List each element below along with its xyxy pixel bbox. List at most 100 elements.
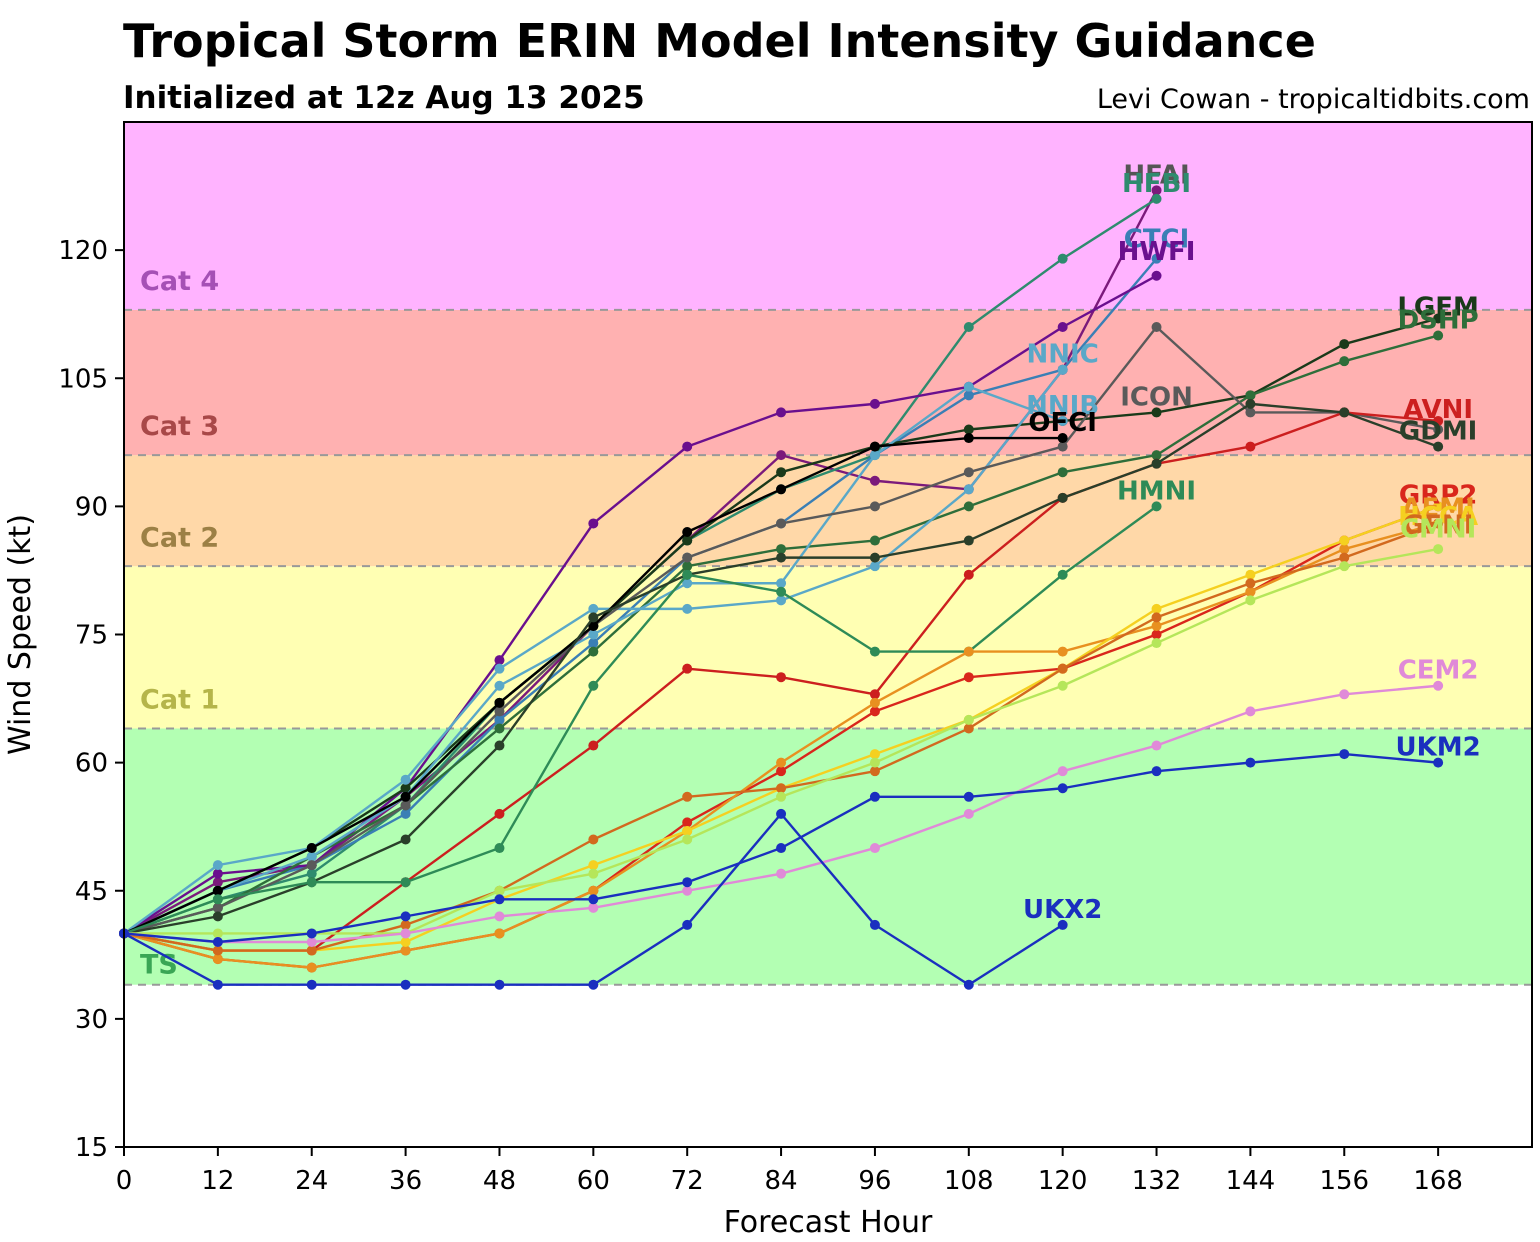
y-axis-label: Wind Speed (kt) bbox=[3, 514, 38, 755]
series-point-dshp bbox=[963, 501, 974, 512]
series-point-aemi bbox=[1151, 620, 1162, 631]
series-point-cem2 bbox=[1433, 680, 1444, 691]
series-point-gdmi bbox=[588, 612, 599, 623]
series-point-gfni bbox=[776, 783, 787, 794]
category-labels: TS Cat 1 Cat 2 Cat 3 Cat 4 bbox=[140, 266, 219, 980]
y-tick-label: 15 bbox=[75, 1133, 108, 1163]
series-point-nnib bbox=[306, 851, 317, 862]
series-label-grp2: GRP2 bbox=[1399, 481, 1478, 511]
y-axis: 15 30 45 60 75 90 105 120 bbox=[58, 236, 124, 1163]
series-point-nnic bbox=[776, 595, 787, 606]
y-tick-label: 120 bbox=[58, 236, 108, 266]
band-label: Cat 1 bbox=[140, 685, 219, 716]
series-point-gdmi bbox=[776, 552, 787, 563]
series-point-ukx2 bbox=[869, 919, 880, 930]
series-point-gdmi bbox=[1433, 441, 1444, 452]
series-point-hfbi bbox=[1057, 253, 1068, 264]
series-point-ofci bbox=[776, 484, 787, 495]
series-point-aemi bbox=[963, 646, 974, 657]
series-point-ofci bbox=[1057, 433, 1068, 444]
x-tick-label: 24 bbox=[295, 1166, 328, 1196]
series-point-icon bbox=[1433, 424, 1444, 435]
series-point-ukm2 bbox=[1433, 757, 1444, 768]
series-point-cmni bbox=[212, 928, 223, 939]
series-point-hcca bbox=[400, 937, 411, 947]
series-point-hwfi bbox=[682, 441, 693, 452]
series-label-ukm2: UKM2 bbox=[1396, 733, 1481, 763]
series-point-ukm2 bbox=[400, 911, 411, 922]
series-point-hfai bbox=[869, 475, 880, 486]
series-point-hmni bbox=[776, 586, 787, 597]
series-point-ukm2 bbox=[494, 894, 505, 905]
series-point-cem2 bbox=[400, 928, 411, 939]
band-label: Cat 3 bbox=[140, 411, 219, 442]
series-point-ofci bbox=[212, 885, 223, 896]
series-point-avni bbox=[682, 663, 693, 674]
series-point-hcca bbox=[682, 825, 693, 836]
series-point-gfni bbox=[1151, 612, 1162, 623]
series-point-hmni bbox=[212, 894, 223, 905]
series-point-dshp bbox=[1245, 390, 1256, 401]
series-point-hmni bbox=[400, 877, 411, 888]
series-label-hfbi: HFBI bbox=[1122, 169, 1191, 199]
series-point-aemi bbox=[494, 928, 505, 939]
series-point-gdmi bbox=[869, 552, 880, 563]
series-point-dshp bbox=[494, 723, 505, 734]
series-point-gdmi bbox=[963, 535, 974, 546]
x-tick-label: 60 bbox=[577, 1166, 610, 1196]
series-point-ukx2 bbox=[306, 979, 317, 990]
series-point-dshp bbox=[1339, 356, 1350, 367]
series-label-hcca: HCCA bbox=[1398, 502, 1478, 532]
series-point-cem2 bbox=[494, 911, 505, 922]
series-point-ukx2 bbox=[1057, 919, 1068, 930]
series-point-gfni bbox=[400, 919, 411, 930]
series-point-hwfi bbox=[494, 655, 505, 666]
x-tick-label: 120 bbox=[1038, 1166, 1088, 1196]
series-point-nnic bbox=[682, 603, 693, 614]
series-point-hmni bbox=[682, 569, 693, 580]
series-point-ukm2 bbox=[212, 937, 223, 947]
series-point-cem2 bbox=[869, 843, 880, 854]
series-point-gfni bbox=[306, 945, 317, 956]
credit-text: Levi Cowan - tropicaltidbits.com bbox=[1096, 84, 1530, 115]
series-point-hcca bbox=[588, 860, 599, 871]
series-point-gdmi bbox=[1339, 407, 1350, 418]
series-point-lgem bbox=[400, 783, 411, 794]
series-point-icon bbox=[1245, 407, 1256, 418]
series-label-cmni: CMNI bbox=[1400, 515, 1476, 545]
series-point-hcca bbox=[1433, 501, 1444, 512]
series-point-ukm2 bbox=[869, 791, 880, 802]
series-point-icon bbox=[776, 518, 787, 529]
series-point-cem2 bbox=[1339, 689, 1350, 700]
series-point-cmni bbox=[1245, 595, 1256, 606]
series-point-dshp bbox=[776, 544, 787, 555]
series-point-hwfi bbox=[776, 407, 787, 418]
series-point-gfni bbox=[869, 766, 880, 777]
series-point-gfni bbox=[963, 723, 974, 734]
series-point-nnib bbox=[869, 450, 880, 461]
series-point-avni bbox=[776, 672, 787, 683]
series-point-hfbi bbox=[306, 868, 317, 879]
series-point-avni bbox=[494, 808, 505, 819]
series-point-lgem bbox=[1151, 407, 1162, 418]
series-point-icon bbox=[869, 501, 880, 512]
series-point-ukm2 bbox=[306, 928, 317, 939]
series-point-lgem bbox=[682, 535, 693, 546]
series-point-aemi bbox=[776, 757, 787, 768]
x-tick-label: 84 bbox=[765, 1166, 798, 1196]
x-tick-label: 156 bbox=[1319, 1166, 1369, 1196]
series-point-gdmi bbox=[212, 911, 223, 922]
series-point-cmni bbox=[588, 868, 599, 879]
series-ofci bbox=[119, 433, 1068, 939]
series-label-avni: AVNI bbox=[1403, 395, 1473, 425]
series-point-gdmi bbox=[1245, 398, 1256, 409]
series-point-avni bbox=[963, 569, 974, 580]
series-point-grp2 bbox=[869, 706, 880, 717]
series-point-ofci bbox=[400, 791, 411, 802]
series-point-nnib bbox=[494, 680, 505, 691]
x-tick-label: 0 bbox=[116, 1166, 133, 1196]
series-point-nnic bbox=[212, 860, 223, 871]
series-point-avni bbox=[1433, 415, 1444, 426]
series-point-cem2 bbox=[1057, 766, 1068, 777]
